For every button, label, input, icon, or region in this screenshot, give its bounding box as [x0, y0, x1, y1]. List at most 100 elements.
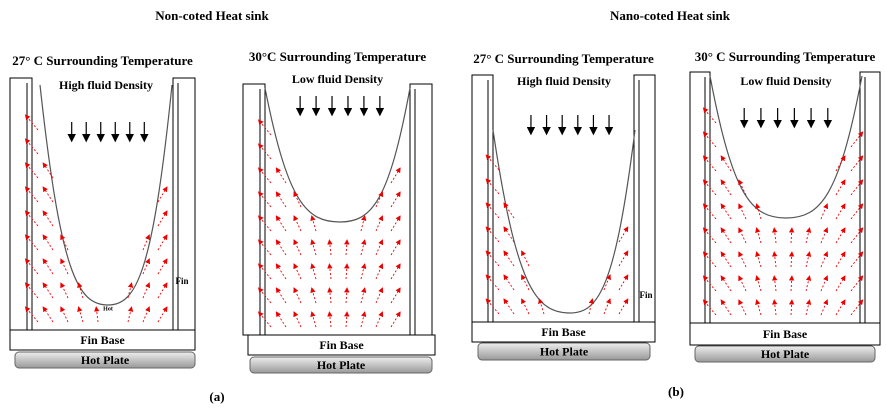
heat-flow-arrow: [310, 287, 317, 304]
heat-flow-arrow: [805, 275, 812, 292]
heat-flow-arrow: [42, 258, 54, 275]
heat-flow-arrow: [375, 215, 384, 232]
fin-left: [689, 71, 711, 324]
fluid-boundary: [39, 84, 173, 306]
heat-flow-arrow: [275, 167, 287, 184]
heat-flow-arrow: [805, 299, 812, 316]
heat-flow-arrow: [720, 251, 732, 268]
heat-flow-arrow: [720, 275, 732, 292]
heat-flow-arrow: [24, 138, 39, 155]
heat-flow-arrow: [755, 275, 762, 292]
heat-flow-arrow: [344, 263, 350, 280]
heat-flow-arrow: [293, 191, 302, 208]
heat-flow-arrow: [77, 282, 84, 299]
heat-flow-arrow: [390, 311, 401, 328]
heat-flow-arrow: [738, 203, 747, 220]
fin-left: [242, 83, 266, 336]
heat-flow-arrow: [142, 234, 151, 251]
heat-flow-arrow: [42, 306, 54, 323]
heat-flow-arrow: [835, 203, 846, 220]
heat-flow-arrow: [275, 311, 287, 328]
heat-flow-arrow: [850, 131, 864, 148]
heat-flow-arrow: [702, 275, 717, 292]
heat-flow-arrow: [258, 263, 272, 280]
heat-flow-arrow: [375, 263, 384, 280]
heat-flow-arrow: [850, 275, 864, 292]
hot-plate: [694, 345, 876, 363]
hot-plate-label: Hot Plate: [317, 358, 366, 372]
fin-base-label: Fin Base: [319, 338, 364, 352]
heat-flow-arrow: [310, 239, 317, 256]
heat-flow-arrow: [521, 250, 530, 267]
heat-flow-arrow: [60, 282, 69, 299]
heat-flow-arrow: [503, 250, 515, 267]
heat-flow-arrow: [60, 306, 69, 323]
heat-flow-arrow: [820, 227, 829, 244]
heat-flow-arrow: [788, 299, 795, 316]
temperature-title: 30° C Surrounding Temperature: [695, 49, 876, 64]
heat-flow-arrow: [310, 311, 317, 328]
heat-flow-arrow: [820, 251, 829, 268]
heat-flow-arrow: [618, 226, 629, 243]
heat-flow-arrow: [485, 226, 500, 243]
fin-right: [859, 71, 881, 324]
fluid-boundary: [709, 75, 863, 219]
heat-flow-arrow: [755, 203, 762, 220]
heat-flow-arrow: [485, 178, 500, 195]
heat-flow-arrow: [142, 258, 151, 275]
group-title: Nano-coted Heat sink: [610, 8, 731, 23]
heat-flow-arrow: [603, 298, 611, 315]
heat-flow-arrow: [538, 298, 545, 315]
heat-flow-arrow: [24, 306, 39, 323]
fin-base: [9, 329, 196, 351]
heat-flow-arrow: [390, 167, 401, 184]
heat-flow-arrow: [127, 306, 134, 323]
heat-flow-arrow: [618, 250, 629, 267]
heat-flow-arrow: [60, 258, 69, 275]
fin-left: [471, 74, 494, 323]
heat-flow-arrow: [702, 155, 717, 172]
heat-flow-arrow: [142, 306, 151, 323]
temperature-title: 27° C Surrounding Temperature: [12, 53, 193, 68]
heat-flow-arrow: [293, 263, 302, 280]
heat-flow-arrow: [485, 202, 500, 219]
heat-flow-arrow: [24, 186, 39, 203]
temperature-title: 27° C Surrounding Temperature: [473, 51, 654, 66]
heat-flow-arrow: [127, 282, 134, 299]
heat-flow-arrow: [258, 167, 272, 184]
heat-flow-arrow: [327, 263, 333, 280]
heat-flow-arrow: [755, 251, 762, 268]
heat-flow-arrow: [293, 239, 302, 256]
heat-flow-arrow: [157, 186, 168, 203]
heat-flow-arrow: [360, 215, 367, 232]
heat-flow-arrow: [258, 215, 272, 232]
density-label: High fluid Density: [59, 78, 153, 92]
heat-flow-arrow: [788, 275, 795, 292]
heat-flow-arrow: [24, 162, 39, 179]
caption: (a): [209, 389, 224, 404]
heat-flow-arrow: [360, 239, 367, 256]
heat-flow-arrow: [772, 299, 778, 316]
density-label: Low fluid Density: [292, 72, 383, 86]
heat-flow-arrow: [850, 155, 864, 172]
hot-plate: [477, 342, 651, 361]
heat-flow-arrow: [327, 287, 333, 304]
heat-flow-arrow: [503, 298, 515, 315]
heat-flow-arrow: [805, 227, 812, 244]
heat-flow-arrow: [293, 287, 302, 304]
heat-flow-arrow: [157, 234, 168, 251]
heat-flow-arrow: [738, 299, 747, 316]
heat-flow-arrow: [327, 239, 333, 256]
heat-flow-arrow: [375, 311, 384, 328]
heat-flow-arrow: [24, 258, 39, 275]
heat-flow-arrow: [503, 202, 515, 219]
heat-flow-arrow: [788, 227, 795, 244]
heat-flow-arrow: [60, 234, 69, 251]
heat-flow-arrow: [42, 282, 54, 299]
heat-flow-arrow: [720, 203, 732, 220]
heat-flow-arrow: [344, 287, 350, 304]
heat-flow-arrow: [344, 311, 350, 328]
heat-flow-arrow: [390, 191, 401, 208]
heat-flow-arrow: [157, 258, 168, 275]
heat-flow-arrow: [618, 298, 629, 315]
